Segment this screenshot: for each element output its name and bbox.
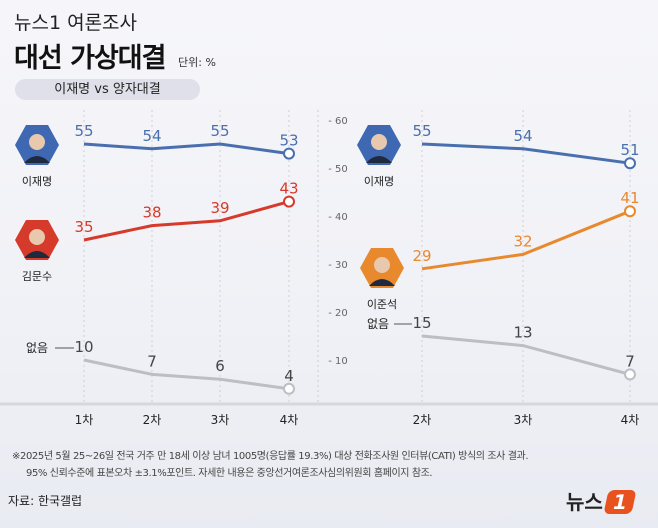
data-label: 15: [412, 314, 431, 332]
data-label: 55: [74, 122, 93, 140]
x-tick-label: 4차: [621, 413, 640, 427]
data-label: 7: [147, 352, 157, 370]
footnote-line-1: ※2025년 5월 25~26일 전국 거주 만 18세 이상 남녀 1005명…: [12, 451, 529, 462]
x-tick-label: 1차: [75, 413, 94, 427]
data-label: 55: [210, 122, 229, 140]
candidate-suit: [24, 156, 50, 163]
data-label: 32: [513, 232, 532, 250]
data-label: 38: [142, 204, 161, 222]
data-label: 7: [625, 352, 635, 370]
data-point: [283, 147, 295, 160]
y-tick-label: - 40: [328, 212, 348, 223]
data-label: 51: [620, 141, 639, 159]
y-tick-label: - 30: [328, 260, 348, 271]
y-tick-label: - 10: [328, 356, 348, 367]
series-line-1: [421, 209, 631, 271]
candidate-suit: [366, 156, 392, 163]
candidate-name: 김문수: [22, 270, 52, 283]
data-label: 4: [284, 367, 294, 385]
data-label: 55: [412, 122, 431, 140]
data-point: [283, 195, 295, 208]
candidate-face: [374, 257, 390, 273]
footnote: ※2025년 5월 25~26일 전국 거주 만 18세 이상 남녀 1005명…: [12, 448, 529, 482]
data-label: 35: [74, 218, 93, 236]
series-line-0: [421, 142, 631, 165]
unit-label: 단위: %: [178, 56, 216, 69]
chart-title: 대선 가상대결: [14, 43, 166, 74]
data-label: 13: [513, 324, 532, 342]
data-label: 54: [513, 127, 532, 145]
y-tick-label: - 20: [328, 308, 348, 319]
x-tick-label: 4차: [280, 413, 299, 427]
x-tick-label: 2차: [143, 413, 162, 427]
series-line-2: [421, 334, 631, 376]
none-label: 없음: [26, 341, 48, 355]
series-line-2: [83, 358, 290, 391]
data-label: 41: [620, 189, 639, 207]
line-charts: - 10 - 20 - 30 - 40 - 50 - 60 1차 2차 3차 4차 55 54 55 53…: [0, 110, 658, 427]
candidate-suit: [369, 279, 395, 286]
data-label: 53: [279, 132, 298, 150]
x-tick-label: 3차: [514, 413, 533, 427]
data-point: [624, 368, 636, 381]
candidate-face: [29, 134, 45, 150]
data-label: 6: [215, 357, 225, 375]
candidate-name: 이준석: [367, 298, 397, 311]
candidate-name: 이재명: [22, 175, 52, 188]
supertitle: 뉴스1 여론조사: [14, 12, 138, 34]
candidate-face: [29, 229, 45, 245]
data-point: [624, 157, 636, 170]
x-tick-label: 3차: [211, 413, 230, 427]
candidate-suit: [24, 251, 50, 258]
series-line-0: [83, 142, 290, 156]
candidate-face: [371, 134, 387, 150]
data-label: 54: [142, 127, 161, 145]
x-tick-label: 2차: [413, 413, 432, 427]
data-point: [624, 205, 636, 218]
y-tick-label: - 50: [328, 164, 348, 175]
y-tick-label: - 60: [328, 116, 348, 127]
subtitle-pill: 이재명 vs 양자대결: [15, 79, 200, 100]
data-label: 43: [279, 180, 298, 198]
source: 자료: 한국갤럽: [8, 494, 83, 508]
footnote-line-2: 95% 신뢰수준에 표본오차 ±3.1%포인트. 자세한 내용은 중앙선거여론조…: [26, 468, 433, 479]
data-label: 39: [210, 199, 229, 217]
data-point: [283, 382, 295, 395]
news1-logo: 뉴스 1: [566, 486, 637, 515]
data-label: 29: [412, 247, 431, 265]
data-label: 10: [74, 338, 93, 356]
candidate-name: 이재명: [364, 175, 394, 188]
series-line-1: [83, 200, 290, 242]
none-label: 없음: [367, 317, 389, 331]
